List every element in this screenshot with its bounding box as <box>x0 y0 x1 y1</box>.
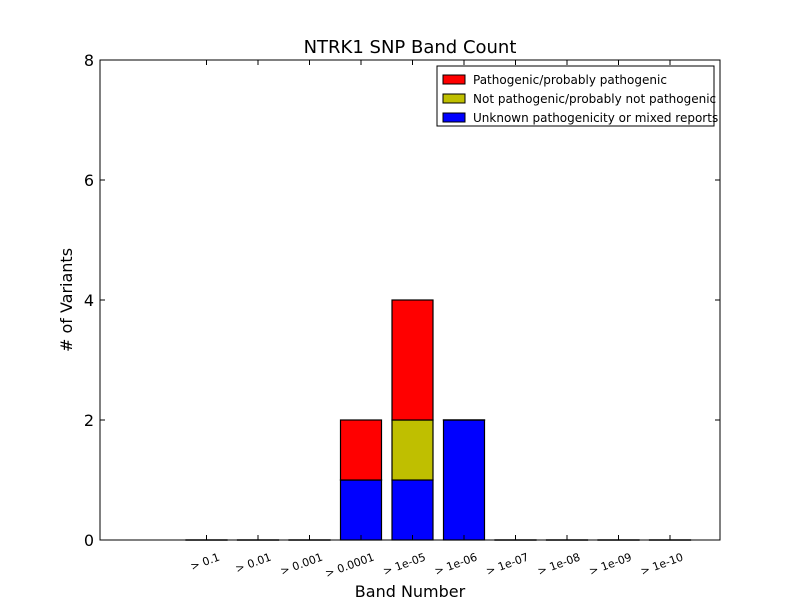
bar-segment <box>339 479 383 541</box>
chart-title: NTRK1 SNP Band Count <box>304 37 517 58</box>
bar-segment <box>391 479 434 541</box>
legend-swatch <box>442 112 466 123</box>
legend-label: Not pathogenic/probably not pathogenic <box>473 92 716 106</box>
y-axis: 0 2 4 6 8 <box>84 51 720 550</box>
x-tick-label: > 0.01 <box>234 551 273 576</box>
x-tick-label: > 1e-09 <box>587 551 633 578</box>
x-tick-label: > 1e-10 <box>639 551 685 578</box>
x-axis: > 0.1 > 0.01 > 0.001> 0.0001 > 1e-05 > 1e-06… <box>189 60 685 580</box>
x-axis-label: Band Number <box>355 582 466 600</box>
bar-segment <box>442 419 486 541</box>
legend-label: Unknown pathogenicity or mixed reports <box>473 111 718 125</box>
bar-segment <box>339 419 383 481</box>
x-tick-label: > 0.0001 <box>323 551 376 581</box>
bars-layer <box>185 299 692 541</box>
x-tick-label: > 0.1 <box>189 551 222 574</box>
y-tick-label: 8 <box>84 51 94 70</box>
x-tick-label: > 1e-08 <box>536 551 582 578</box>
y-tick-label: 4 <box>84 291 94 310</box>
y-tick-label: 0 <box>84 531 94 550</box>
y-axis-label: # of Variants <box>57 248 76 352</box>
bar-segment <box>391 419 434 481</box>
legend-label: Pathogenic/probably pathogenic <box>473 73 667 87</box>
legend-swatch <box>442 74 466 85</box>
y-tick-label: 2 <box>84 411 94 430</box>
y-tick-label: 6 <box>84 171 94 190</box>
legend: Pathogenic/probably pathogenic Not pathog… <box>436 65 718 127</box>
x-tick-label: > 1e-07 <box>484 551 530 578</box>
legend-frame <box>436 65 715 127</box>
x-tick-label: > 1e-05 <box>381 551 427 578</box>
bar-segment <box>391 299 434 421</box>
x-tick-label: > 1e-06 <box>433 551 479 578</box>
x-tick-label: > 0.001 <box>279 551 325 578</box>
legend-swatch <box>442 93 466 104</box>
